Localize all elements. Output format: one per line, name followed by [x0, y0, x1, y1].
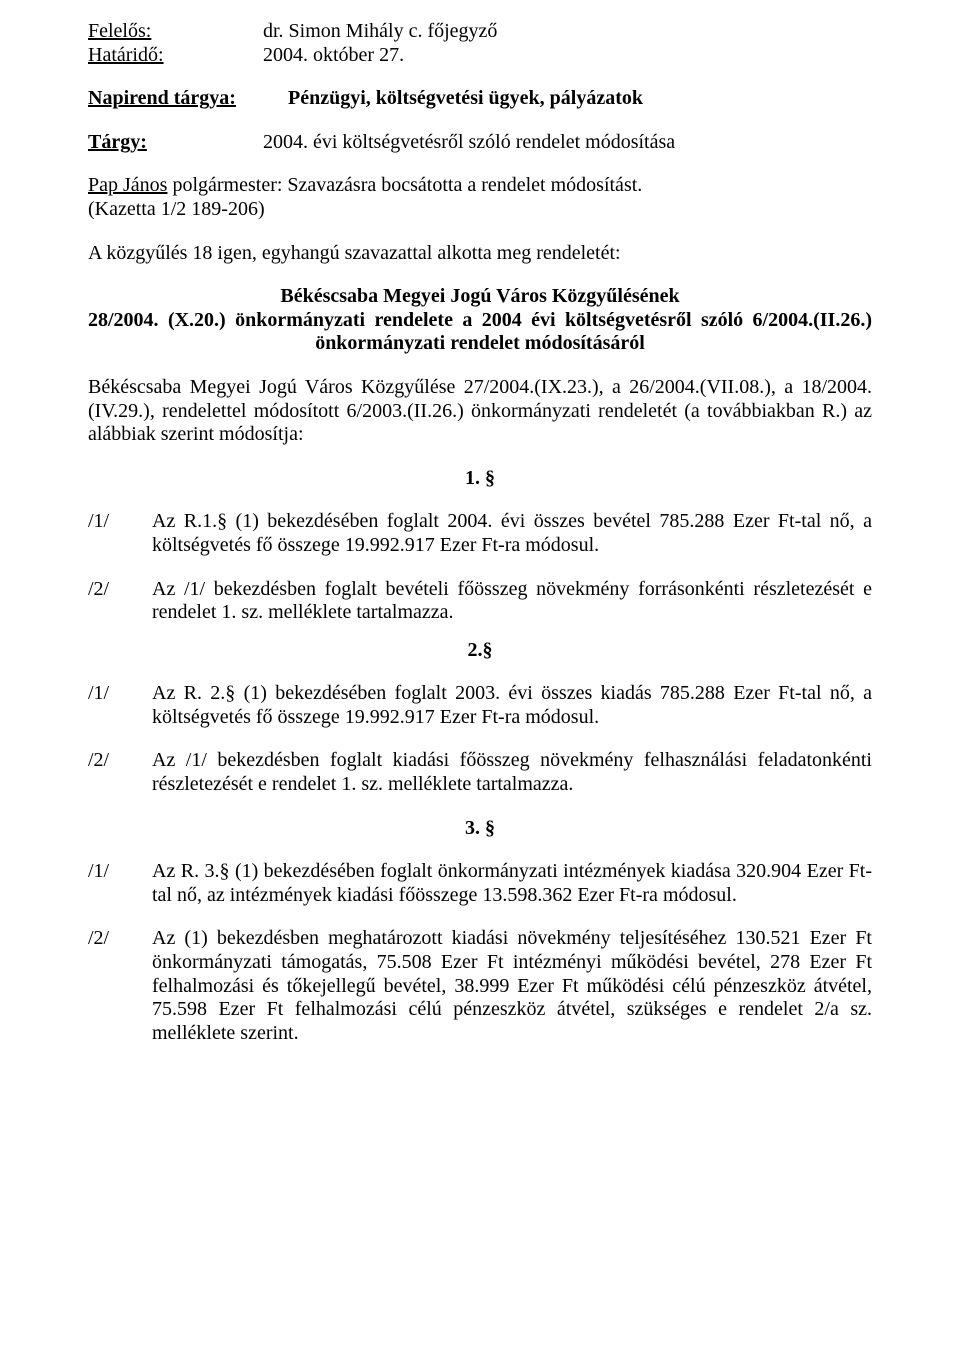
napirend-value: Pénzügyi, költségvetési ügyek, pályázato… — [288, 87, 872, 111]
item-number: /2/ — [88, 578, 152, 625]
intro-name: Pap János — [88, 174, 167, 196]
hatarido-label: Határidő: — [88, 44, 263, 68]
felelos-row: Felelős: dr. Simon Mihály c. főjegyző — [88, 20, 872, 44]
section-2-item-1: /1/ Az R. 2.§ (1) bekezdésében foglalt 2… — [88, 682, 872, 729]
targy-value: 2004. évi költségvetésről szóló rendelet… — [263, 131, 872, 155]
section-3-heading: 3. § — [88, 817, 872, 841]
section-2-heading: 2.§ — [88, 639, 872, 663]
item-number: /1/ — [88, 510, 152, 557]
felelos-label: Felelős: — [88, 20, 263, 44]
section-1-item-1: /1/ Az R.1.§ (1) bekezdésében foglalt 20… — [88, 510, 872, 557]
document-page: Felelős: dr. Simon Mihály c. főjegyző Ha… — [0, 0, 960, 1363]
item-text: Az /1/ bekezdésben foglalt kiadási főöss… — [152, 749, 872, 796]
item-text: Az (1) bekezdésben meghatározott kiadási… — [152, 927, 872, 1045]
intro-rest: polgármester: Szavazásra bocsátotta a re… — [167, 174, 642, 196]
preamble: Békéscsaba Megyei Jogú Város Közgyűlése … — [88, 376, 872, 447]
section-1-heading: 1. § — [88, 467, 872, 491]
title-line1: Békéscsaba Megyei Jogú Város Közgyűlésén… — [88, 285, 872, 309]
napirend-label: Napirend tárgya: — [88, 87, 288, 111]
section-3-item-1: /1/ Az R. 3.§ (1) bekezdésében foglalt ö… — [88, 860, 872, 907]
targy-label: Tárgy: — [88, 131, 263, 155]
hatarido-value: 2004. október 27. — [263, 44, 872, 68]
intro-line1: Pap János polgármester: Szavazásra bocsá… — [88, 174, 872, 198]
hatarido-row: Határidő: 2004. október 27. — [88, 44, 872, 68]
item-text: Az R. 2.§ (1) bekezdésében foglalt 2003.… — [152, 682, 872, 729]
item-text: Az /1/ bekezdésben foglalt bevételi főös… — [152, 578, 872, 625]
felelos-value: dr. Simon Mihály c. főjegyző — [263, 20, 872, 44]
section-2-item-2: /2/ Az /1/ bekezdésben foglalt kiadási f… — [88, 749, 872, 796]
item-number: /1/ — [88, 682, 152, 729]
targy-row: Tárgy: 2004. évi költségvetésről szóló r… — [88, 131, 872, 155]
section-3-item-2: /2/ Az (1) bekezdésben meghatározott kia… — [88, 927, 872, 1045]
item-number: /2/ — [88, 749, 152, 796]
item-text: Az R.1.§ (1) bekezdésében foglalt 2004. … — [152, 510, 872, 557]
intro-line3: A közgyűlés 18 igen, egyhangú szavazatta… — [88, 242, 872, 266]
item-text: Az R. 3.§ (1) bekezdésében foglalt önkor… — [152, 860, 872, 907]
intro-line2: (Kazetta 1/2 189-206) — [88, 198, 872, 222]
title-line2: 28/2004. (X.20.) önkormányzati rendelete… — [88, 309, 872, 356]
section-1-item-2: /2/ Az /1/ bekezdésben foglalt bevételi … — [88, 578, 872, 625]
item-number: /1/ — [88, 860, 152, 907]
napirend-row: Napirend tárgya: Pénzügyi, költségvetési… — [88, 87, 872, 111]
item-number: /2/ — [88, 927, 152, 1045]
